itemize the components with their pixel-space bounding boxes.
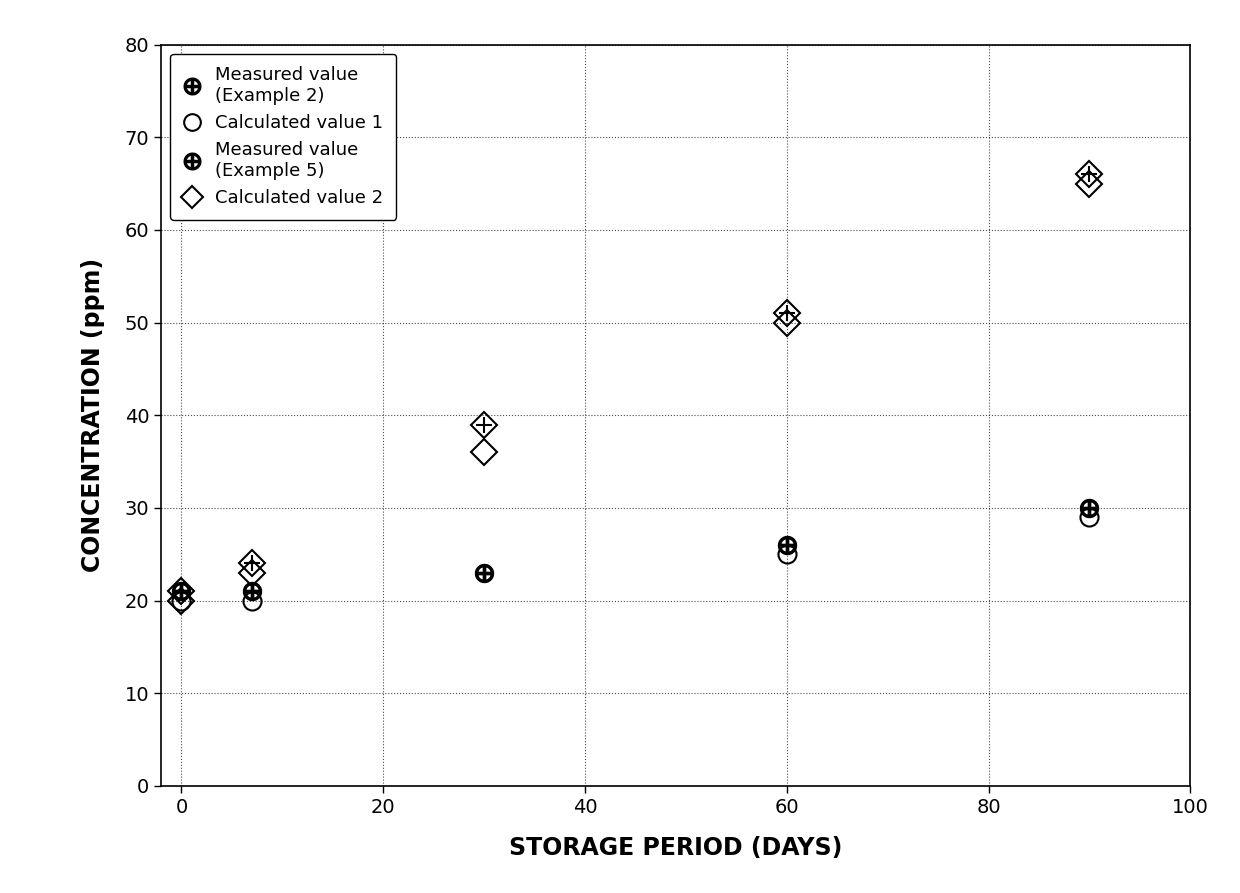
Legend: Measured value
(Example 2), Calculated value 1, Measured value
(Example 5), Calc: Measured value (Example 2), Calculated v… — [170, 54, 396, 220]
X-axis label: STORAGE PERIOD (DAYS): STORAGE PERIOD (DAYS) — [510, 836, 842, 860]
Y-axis label: CONCENTRATION (ppm): CONCENTRATION (ppm) — [81, 258, 105, 572]
